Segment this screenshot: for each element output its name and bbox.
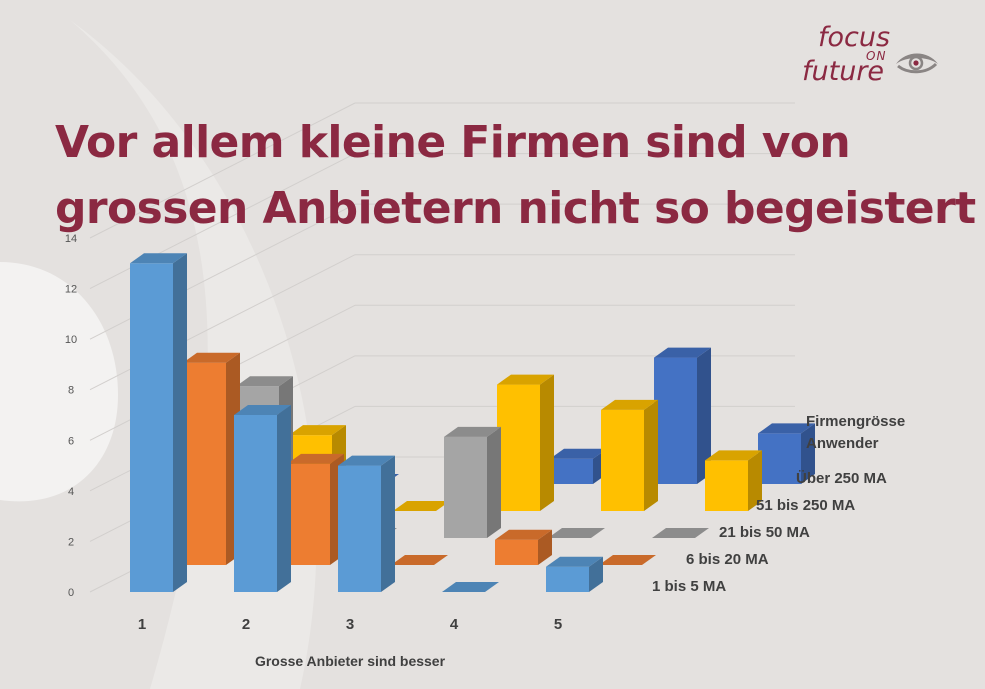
bar-top: [234, 405, 291, 415]
bar-side: [801, 423, 815, 484]
x-tick-label: 5: [554, 616, 562, 633]
bar-s1-c4: [442, 582, 499, 592]
bar-front: [444, 436, 487, 538]
bar-s1-c1: [130, 253, 187, 593]
bar-front: [601, 409, 644, 511]
bar-top: [338, 455, 395, 466]
bar-s1-c3: [338, 455, 395, 592]
bar-top: [497, 374, 554, 385]
bar-s5-c5: [758, 423, 815, 484]
bar-top: [601, 399, 658, 410]
bar-top: [495, 529, 552, 540]
bar-s2-c4: [495, 529, 552, 565]
bar-front: [546, 566, 589, 592]
x-tick-label: 4: [450, 616, 459, 633]
bar-s4-c5: [705, 450, 762, 511]
bar-top: [444, 426, 501, 437]
bar-s2-c3: [391, 555, 448, 565]
bar-front: [758, 433, 801, 484]
y-tick-label: 8: [68, 385, 74, 397]
bar-s1-c2: [234, 405, 291, 592]
bar-floor: [548, 528, 605, 538]
bar-s1-c5: [546, 556, 603, 592]
bar-side: [381, 455, 395, 592]
bar-side: [589, 556, 603, 592]
bar-floor: [442, 582, 499, 592]
bar-floor: [652, 528, 709, 538]
y-tick-label: 12: [65, 284, 77, 296]
x-tick-label: 2: [242, 616, 250, 633]
bar-floor: [393, 501, 450, 511]
bar-floor: [391, 555, 448, 565]
logo-word-future: future: [802, 56, 885, 87]
y-tick-label: 0: [68, 587, 74, 599]
bar-top: [236, 376, 293, 387]
bar-s2-c5: [599, 555, 656, 565]
bar-top: [654, 347, 711, 358]
bar-floor: [599, 555, 656, 565]
bar-side: [540, 374, 554, 511]
logo-word-focus: focus: [818, 22, 891, 53]
bar-s2-c1: [183, 352, 240, 565]
bar-front: [654, 357, 697, 484]
y-tick-label: 2: [68, 536, 74, 548]
page-title: Vor allem kleine Firmen sind von grossen…: [55, 110, 976, 242]
bar-side: [697, 347, 711, 484]
series-label: 6 bis 20 MA: [686, 551, 769, 568]
series-label: 21 bis 50 MA: [719, 524, 810, 541]
bar-front: [705, 460, 748, 511]
bar-s3-c4: [548, 528, 605, 538]
series-label: 1 bis 5 MA: [652, 578, 726, 595]
bar-front: [497, 384, 540, 511]
series-label: Über 250 MA: [796, 470, 887, 487]
bar-s3-c5: [652, 528, 709, 538]
logo-word-on: ON: [866, 49, 887, 63]
bar-top: [130, 253, 187, 264]
bar-side: [487, 426, 501, 538]
bar-side: [173, 253, 187, 593]
bar-front: [495, 539, 538, 565]
y-tick-label: 6: [68, 435, 74, 447]
logo: focus ON future: [800, 24, 950, 94]
bar-top: [287, 453, 344, 464]
bar-front: [183, 362, 226, 565]
bar-top: [550, 448, 607, 459]
bar-s5-c4: [654, 347, 711, 484]
bar-side: [277, 405, 291, 592]
title-line-2: grossen Anbietern nicht so begeistert: [55, 183, 976, 234]
eye-icon: [896, 53, 938, 74]
bar-side: [538, 529, 552, 565]
bar-front: [287, 463, 330, 565]
y-tick-label: 4: [68, 486, 74, 498]
y-tick-label: 10: [65, 334, 77, 346]
bar-top: [705, 450, 762, 461]
bar-s4-c4: [601, 399, 658, 511]
bar-top: [289, 425, 346, 436]
bar-side: [748, 450, 762, 511]
bar-top: [758, 423, 815, 434]
bar-top: [546, 556, 603, 567]
x-tick-label: 3: [346, 616, 354, 633]
y-tick-label: 14: [65, 233, 77, 245]
bar-front: [338, 465, 381, 592]
series-label: 51 bis 250 MA: [756, 497, 855, 514]
bar-top: [183, 352, 240, 363]
bar-front: [234, 415, 277, 592]
bar-front: [130, 263, 173, 592]
gridline-side: [89, 102, 356, 239]
bar-s2-c2: [287, 453, 344, 565]
x-tick-label: 1: [138, 616, 146, 633]
bar-front: [550, 458, 593, 484]
bar-s5-c3: [550, 448, 607, 484]
bar-side: [644, 399, 658, 511]
x-axis-title: Grosse Anbieter sind besser: [255, 653, 446, 669]
title-line-1: Vor allem kleine Firmen sind von: [55, 117, 851, 168]
depth-axis-title-line1: Firmengrösse: [806, 413, 905, 430]
depth-axis-title-line2: Anwender: [806, 435, 879, 452]
bar-s4-c3: [497, 374, 554, 511]
bar-s4-c2: [393, 501, 450, 511]
bar-s3-c3: [444, 426, 501, 538]
